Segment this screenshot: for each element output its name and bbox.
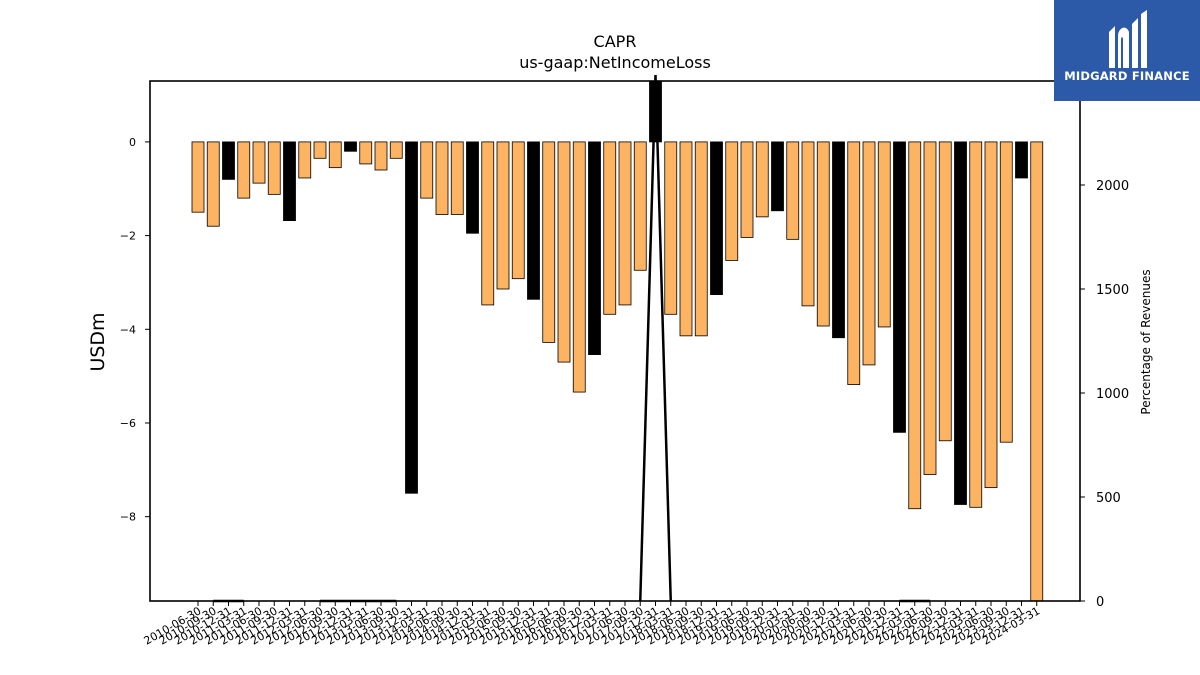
bar-2021-03-31 — [847, 141, 861, 385]
bar-2023-06-30 — [984, 141, 998, 489]
bar-2015-03-31 — [481, 141, 495, 306]
y-tick-label: 0 — [129, 136, 136, 149]
y2-tick-label: 500 — [1096, 491, 1121, 506]
x-axis: 2010-06-302010-09-302010-12-312011-03-31… — [142, 601, 1042, 648]
bar-2019-06-30 — [740, 141, 754, 238]
bar-2011-12-31 — [283, 141, 296, 222]
bar-2013-06-30 — [374, 141, 388, 171]
chart-title: CAPR — [593, 32, 637, 51]
y-tick-label: −6 — [120, 417, 136, 430]
bar-2018-12-31 — [710, 141, 723, 296]
bar-2016-03-31 — [542, 141, 556, 343]
bar-2017-03-31 — [603, 141, 617, 315]
bar-2012-03-31 — [298, 141, 312, 179]
bar-2017-09-30 — [633, 141, 647, 271]
right-axis: 0 500 1000 1500 2000 — [1080, 179, 1129, 610]
left-axis: 0 −2 −4 −6 −8 — [120, 136, 150, 524]
revenue-pct-line — [639, 74, 672, 602]
plot-frame — [149, 80, 1081, 602]
company-logo: MIDGARD FINANCE — [1054, 0, 1200, 101]
bar-2021-12-31 — [893, 141, 906, 433]
y-tick-label: −2 — [120, 230, 136, 243]
y2-tick-label: 1500 — [1096, 283, 1129, 298]
bar-2018-03-31 — [664, 141, 678, 315]
bars-layer — [191, 80, 1044, 602]
bar-2022-03-31 — [908, 141, 922, 510]
bar-2013-09-30 — [389, 141, 403, 159]
bar-2016-09-30 — [572, 141, 586, 393]
bar-2019-09-30 — [755, 141, 769, 218]
bar-2012-06-30 — [313, 141, 327, 159]
bar-2011-03-31 — [237, 141, 251, 199]
y2-tick-label: 0 — [1096, 595, 1104, 610]
bar-2020-12-31 — [832, 141, 845, 339]
chart-subtitle: us-gaap:NetIncomeLoss — [519, 53, 711, 72]
logo-mark-icon — [1109, 10, 1147, 68]
bar-2014-06-30 — [435, 141, 449, 215]
bar-2022-09-30 — [938, 141, 952, 442]
bar-2010-12-31 — [222, 141, 235, 180]
bar-2020-06-30 — [801, 141, 815, 307]
bar-2010-09-30 — [206, 141, 220, 227]
bar-2011-06-30 — [252, 141, 266, 184]
bar-2014-03-31 — [420, 141, 434, 199]
bar-2018-06-30 — [679, 141, 693, 337]
bar-2021-06-30 — [862, 141, 876, 366]
y-tick-label: −4 — [120, 323, 136, 336]
bar-2016-12-31 — [588, 141, 601, 355]
bar-2015-09-30 — [511, 141, 525, 280]
bar-2015-06-30 — [496, 141, 510, 290]
y2-axis-label: Percentage of Revenues — [1139, 269, 1153, 415]
bar-2012-12-31 — [344, 141, 357, 152]
bar-2023-03-31 — [969, 141, 983, 508]
bar-2011-09-30 — [267, 141, 281, 195]
bar-2022-12-31 — [954, 141, 967, 505]
bar-2014-12-31 — [466, 141, 479, 234]
bar-2023-12-31 — [1015, 141, 1028, 179]
y2-tick-label: 2000 — [1096, 179, 1129, 194]
y-axis-label: USDm — [87, 312, 109, 372]
y2-tick-label: 1000 — [1096, 387, 1129, 402]
bar-2020-09-30 — [816, 141, 830, 327]
bar-2018-09-30 — [694, 141, 708, 337]
bar-2016-06-30 — [557, 141, 571, 363]
bar-2024-03-31 — [1030, 141, 1044, 602]
bar-2019-03-31 — [725, 141, 739, 261]
bar-2013-03-31 — [359, 141, 373, 165]
bar-2019-12-31 — [771, 141, 784, 212]
bar-2015-12-31 — [527, 141, 540, 300]
bar-2010-06-30 — [191, 141, 205, 213]
bar-2023-09-30 — [999, 141, 1013, 443]
bar-2020-03-31 — [786, 141, 800, 240]
bar-2017-06-30 — [618, 141, 632, 306]
y-tick-label: −8 — [120, 511, 136, 524]
bar-2014-09-30 — [450, 141, 464, 215]
logo-text: MIDGARD FINANCE — [1064, 69, 1190, 83]
bar-2013-12-31 — [405, 141, 418, 494]
bar-2021-09-30 — [877, 141, 891, 328]
bar-2012-09-30 — [328, 141, 342, 169]
bar-2022-06-30 — [923, 141, 937, 475]
